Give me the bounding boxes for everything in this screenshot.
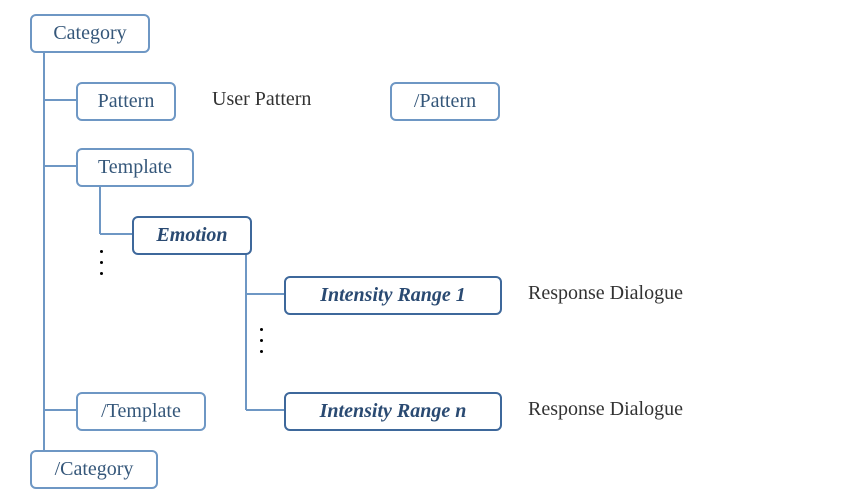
node-range1-label: Intensity Range 1 bbox=[320, 284, 466, 307]
label-user-pattern: User Pattern bbox=[212, 88, 311, 111]
node-pattern-label: Pattern bbox=[98, 90, 155, 113]
label-response-n: Response Dialogue bbox=[528, 398, 683, 421]
node-category: Category bbox=[30, 14, 150, 53]
node-rangen-label: Intensity Range n bbox=[320, 400, 467, 423]
ellipsis-dots-1 bbox=[100, 250, 103, 275]
node-pattern-close: /Pattern bbox=[390, 82, 500, 121]
node-template: Template bbox=[76, 148, 194, 187]
node-template-label: Template bbox=[98, 156, 172, 179]
label-response-1: Response Dialogue bbox=[528, 282, 683, 305]
node-pattern: Pattern bbox=[76, 82, 176, 121]
node-category-close: /Category bbox=[30, 450, 158, 489]
node-pattern-close-label: /Pattern bbox=[414, 90, 476, 113]
node-template-close: /Template bbox=[76, 392, 206, 431]
node-category-label: Category bbox=[53, 22, 126, 45]
node-category-close-label: /Category bbox=[55, 458, 134, 481]
node-emotion: Emotion bbox=[132, 216, 252, 255]
node-range1: Intensity Range 1 bbox=[284, 276, 502, 315]
node-rangen: Intensity Range n bbox=[284, 392, 502, 431]
ellipsis-dots-2 bbox=[260, 328, 263, 353]
node-emotion-label: Emotion bbox=[156, 224, 227, 247]
node-template-close-label: /Template bbox=[101, 400, 181, 423]
